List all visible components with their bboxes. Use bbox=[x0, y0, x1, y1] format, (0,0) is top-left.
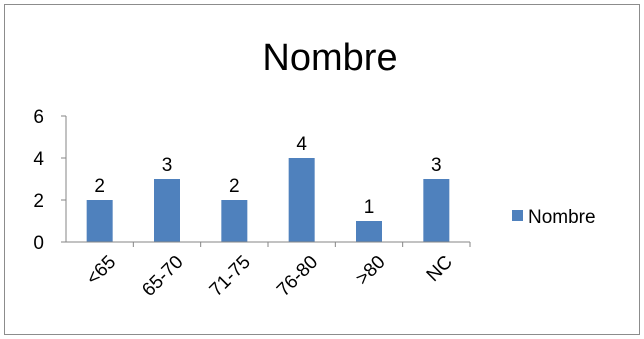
legend: Nombre bbox=[512, 207, 596, 228]
data-label: 2 bbox=[229, 176, 240, 197]
x-tick-label: <65 bbox=[83, 252, 121, 290]
y-tick-label: 0 bbox=[33, 233, 44, 254]
data-labels: 2 3 2 4 1 3 bbox=[94, 134, 441, 218]
bar bbox=[288, 158, 315, 242]
bars bbox=[86, 158, 450, 242]
data-label: 3 bbox=[431, 155, 442, 176]
data-label: 4 bbox=[296, 134, 307, 155]
legend-label: Nombre bbox=[528, 207, 596, 228]
bar bbox=[356, 221, 382, 242]
y-axis: 0 2 4 6 bbox=[33, 107, 66, 254]
bar bbox=[221, 200, 248, 242]
data-label: 3 bbox=[162, 155, 173, 176]
y-tick-label: 6 bbox=[33, 107, 44, 128]
y-tick-label: 2 bbox=[33, 191, 44, 212]
y-tick-label: 4 bbox=[33, 149, 44, 170]
x-axis: <65 65-70 71-75 76-80 >80 NC bbox=[83, 242, 471, 301]
bar bbox=[423, 179, 450, 242]
x-tick-label: >80 bbox=[352, 252, 390, 290]
legend-swatch bbox=[512, 210, 523, 221]
x-tick-label: 71-75 bbox=[206, 252, 255, 301]
data-label: 2 bbox=[94, 176, 105, 197]
chart-frame bbox=[4, 4, 640, 335]
bar bbox=[86, 200, 113, 242]
x-tick-label: NC bbox=[423, 252, 457, 286]
x-tick-label: 65-70 bbox=[138, 252, 187, 301]
x-tick-label: 76-80 bbox=[273, 252, 322, 301]
chart-title: Nombre bbox=[262, 37, 397, 79]
bar bbox=[154, 179, 180, 242]
data-label: 1 bbox=[364, 197, 375, 218]
